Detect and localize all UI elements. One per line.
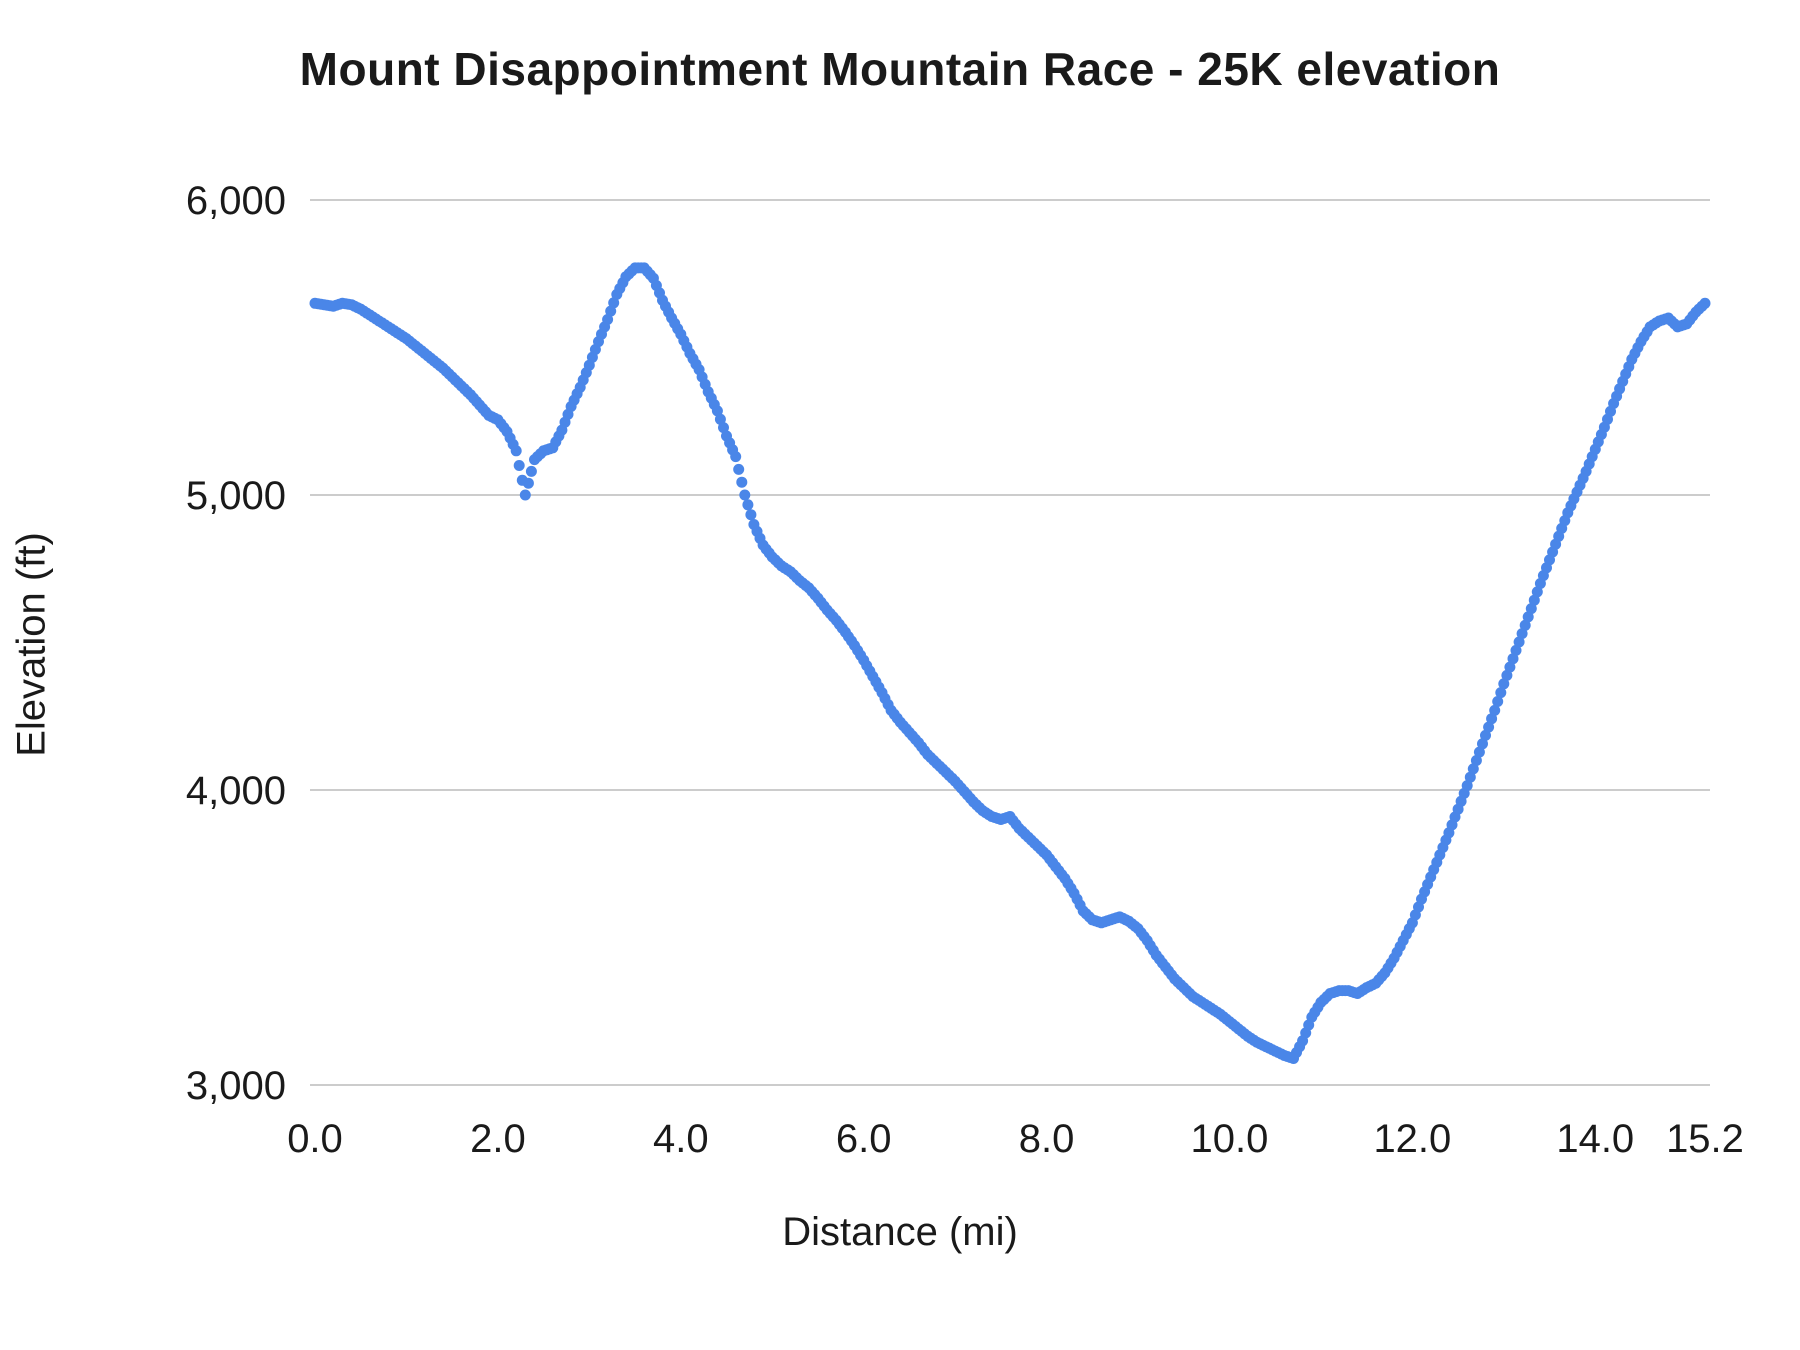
x-tick-label: 15.2 (1666, 1117, 1744, 1161)
y-tick-label: 4,000 (186, 769, 286, 813)
x-tick-label: 4.0 (653, 1117, 709, 1161)
x-tick-label: 0.0 (287, 1117, 343, 1161)
y-axis-tick-labels: 3,000 4,000 5,000 6,000 (186, 179, 286, 1108)
x-axis-tick-labels: 0.0 2.0 4.0 6.0 8.0 10.0 12.0 14.0 15.2 (287, 1117, 1744, 1161)
x-tick-label: 2.0 (470, 1117, 526, 1161)
x-tick-label: 10.0 (1191, 1117, 1269, 1161)
x-tick-label: 14.0 (1556, 1117, 1634, 1161)
y-tick-label: 5,000 (186, 474, 286, 518)
x-axis-title: Distance (mi) (782, 1210, 1018, 1254)
x-tick-label: 8.0 (1019, 1117, 1075, 1161)
x-tick-label: 6.0 (836, 1117, 892, 1161)
gridlines (310, 199, 1710, 1086)
elevation-series (309, 262, 1711, 1064)
y-tick-label: 6,000 (186, 179, 286, 223)
y-tick-label: 3,000 (186, 1064, 286, 1108)
x-tick-label: 12.0 (1373, 1117, 1451, 1161)
chart-title: Mount Disappointment Mountain Race - 25K… (299, 43, 1501, 95)
